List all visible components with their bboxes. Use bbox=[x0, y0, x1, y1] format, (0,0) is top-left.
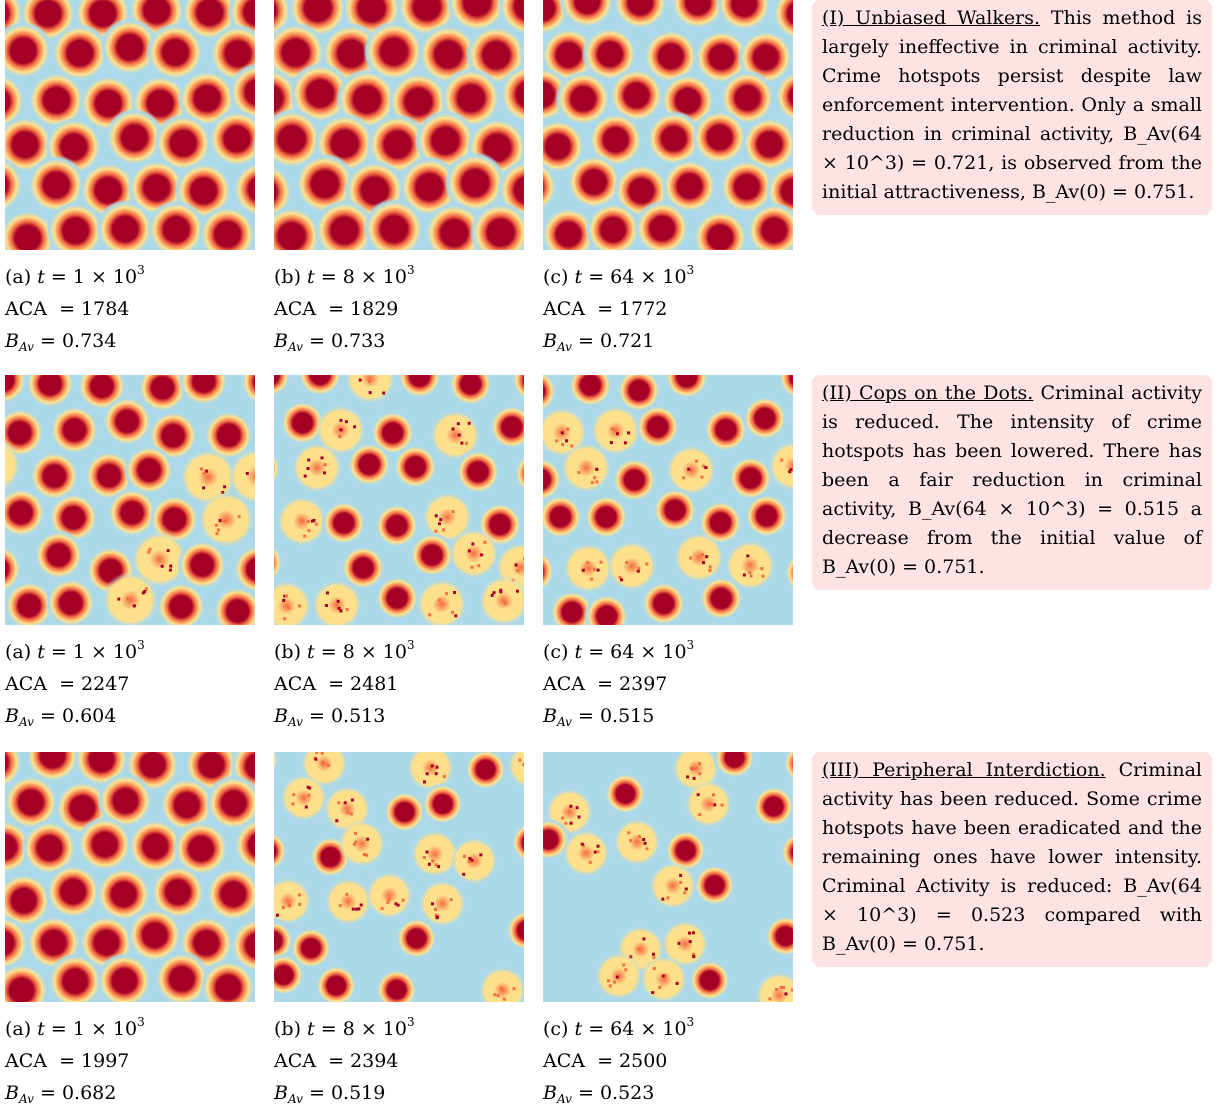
heatmap bbox=[543, 752, 793, 1002]
description-heading: (I) Unbiased Walkers. bbox=[822, 7, 1041, 29]
panel-a: (a) t = 1 × 103 ACA = 2247 BAv = 0.604 bbox=[5, 375, 255, 738]
panel-c: (c) t = 64 × 103 ACA = 2397 BAv = 0.515 bbox=[543, 375, 793, 738]
description-box: (I) Unbiased Walkers. This method is lar… bbox=[812, 0, 1212, 215]
description-text: Criminal activity is reduced. The intens… bbox=[822, 382, 1202, 578]
panel-caption: (b) t = 8 × 103 ACA = 1829 BAv = 0.733 bbox=[274, 263, 415, 354]
heatmap bbox=[274, 0, 524, 250]
panel-c: (c) t = 64 × 103 ACA = 1772 BAv = 0.721 bbox=[543, 0, 793, 363]
description-box: (II) Cops on the Dots. Criminal activity… bbox=[812, 375, 1212, 590]
heatmap bbox=[5, 375, 255, 625]
description-text: Criminal activity has been reduced. Some… bbox=[822, 759, 1202, 955]
heatmap bbox=[274, 375, 524, 625]
heatmap bbox=[543, 375, 793, 625]
description-heading: (III) Peripheral Interdiction. bbox=[822, 759, 1106, 781]
panel-b: (b) t = 8 × 103 ACA = 1829 BAv = 0.733 bbox=[274, 0, 524, 363]
description-heading: (II) Cops on the Dots. bbox=[822, 382, 1034, 404]
panel-caption: (c) t = 64 × 103 ACA = 2397 BAv = 0.515 bbox=[543, 638, 695, 729]
panel-b: (b) t = 8 × 103 ACA = 2481 BAv = 0.513 bbox=[274, 375, 524, 738]
panel-b: (b) t = 8 × 103 ACA = 2394 BAv = 0.519 bbox=[274, 752, 524, 1115]
heatmap bbox=[274, 752, 524, 1002]
panel-c: (c) t = 64 × 103 ACA = 2500 BAv = 0.523 bbox=[543, 752, 793, 1115]
description-box: (III) Peripheral Interdiction. Criminal … bbox=[812, 752, 1212, 967]
panel-caption: (b) t = 8 × 103 ACA = 2481 BAv = 0.513 bbox=[274, 638, 415, 729]
panel-caption: (c) t = 64 × 103 ACA = 1772 BAv = 0.721 bbox=[543, 263, 695, 354]
panel-a: (a) t = 1 × 103 ACA = 1784 BAv = 0.734 bbox=[5, 0, 255, 363]
heatmap bbox=[5, 752, 255, 1002]
heatmap bbox=[5, 0, 255, 250]
panel-caption: (b) t = 8 × 103 ACA = 2394 BAv = 0.519 bbox=[274, 1015, 415, 1106]
panel-caption: (a) t = 1 × 103 ACA = 1784 BAv = 0.734 bbox=[5, 263, 145, 354]
description-text: This method is largely ineffective in cr… bbox=[822, 7, 1203, 203]
panel-caption: (a) t = 1 × 103 ACA = 1997 BAv = 0.682 bbox=[5, 1015, 145, 1106]
panel-a: (a) t = 1 × 103 ACA = 1997 BAv = 0.682 bbox=[5, 752, 255, 1115]
panel-caption: (a) t = 1 × 103 ACA = 2247 BAv = 0.604 bbox=[5, 638, 145, 729]
heatmap bbox=[543, 0, 793, 250]
panel-caption: (c) t = 64 × 103 ACA = 2500 BAv = 0.523 bbox=[543, 1015, 695, 1106]
